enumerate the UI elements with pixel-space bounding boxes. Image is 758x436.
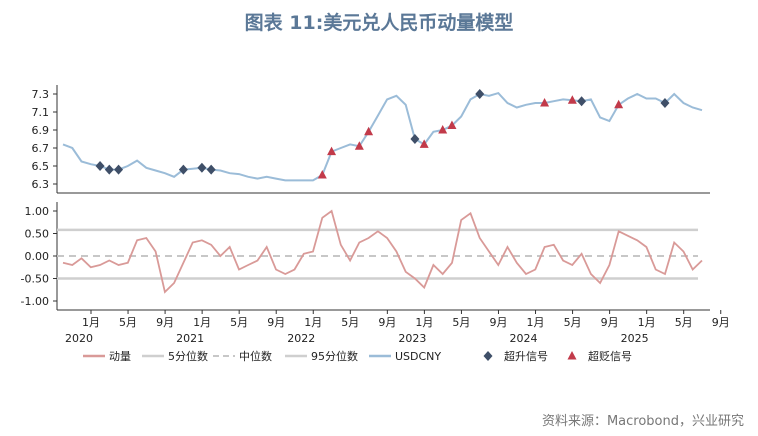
- bottom-y-tick-label: -1.00: [21, 295, 49, 308]
- bottom-y-tick-label: 0.50: [25, 228, 50, 241]
- x-year-label: 2022: [287, 332, 315, 345]
- legend-label: 95分位数: [311, 349, 358, 363]
- overshoot-signal-marker: [540, 98, 550, 107]
- bottom-y-tick-label: 1.00: [25, 205, 50, 218]
- overshoot-signal-marker: [567, 95, 577, 104]
- legend-swatch: [483, 351, 493, 361]
- x-month-label: 1月: [415, 316, 433, 329]
- x-axis: 1月 5月 9月 1月 5月 9月 1月 5月 9月 1月 5月 9月 1月 5月 9月 1月 5月 9月 2020…: [65, 310, 730, 345]
- upgrade-signal-marker: [178, 164, 188, 175]
- upgrade-signal-marker: [577, 96, 587, 107]
- legend-label: 中位数: [239, 349, 272, 363]
- top-y-tick-label: 6.9: [32, 124, 50, 137]
- top-y-tick-label: 6.5: [32, 160, 50, 173]
- legend-swatch: [567, 351, 577, 360]
- x-year-label: 2023: [398, 332, 426, 345]
- usdcny-series-line: [62, 91, 703, 182]
- upgrade-signal-marker: [104, 164, 114, 175]
- x-month-label: 1月: [638, 316, 656, 329]
- legend-label: 5分位数: [168, 349, 208, 363]
- legend-label: 超贬信号: [588, 349, 632, 363]
- x-month-label: 9月: [378, 316, 396, 329]
- upgrade-signal-marker: [660, 98, 670, 108]
- top-panel: 7.3 7.1 6.9 6.7 6.5 6.3: [32, 85, 710, 194]
- upgrade-signal-marker: [410, 134, 420, 144]
- x-month-label: 9月: [489, 316, 507, 329]
- x-month-label: 1月: [304, 316, 322, 329]
- overshoot-signal-marker: [447, 120, 457, 129]
- overshoot-signal-marker: [354, 141, 364, 150]
- upgrade-signal-marker: [197, 162, 207, 173]
- top-y-tick-label: 6.7: [32, 142, 50, 155]
- x-year-label: 2020: [65, 332, 93, 345]
- x-month-label: 9月: [601, 316, 619, 329]
- x-month-label: 5月: [230, 316, 248, 329]
- upgrade-signal-marker: [206, 164, 216, 175]
- bottom-y-tick-label: -0.50: [21, 273, 49, 286]
- x-month-label: 5月: [119, 316, 137, 329]
- chart-title: 图表 11:美元兑人民币动量模型: [244, 12, 514, 34]
- x-month-label: 5月: [341, 316, 359, 329]
- overshoot-signal-marker: [419, 139, 429, 148]
- momentum-series-line: [62, 209, 703, 294]
- x-month-label: 5月: [675, 316, 693, 329]
- x-month-label: 1月: [193, 316, 211, 329]
- x-month-label: 1月: [82, 316, 100, 329]
- legend-label: USDCNY: [395, 350, 441, 363]
- source-note: 资料来源：Macrobond，兴业研究: [541, 414, 744, 429]
- top-y-tick-label: 6.3: [32, 178, 50, 191]
- upgrade-signal-marker: [95, 161, 105, 171]
- legend-label: 动量: [109, 350, 131, 363]
- legend-label: 超升信号: [504, 349, 548, 363]
- x-year-label: 2021: [176, 332, 204, 345]
- x-month-label: 5月: [564, 316, 582, 329]
- overshoot-signal-marker: [614, 99, 624, 109]
- x-month-label: 9月: [267, 316, 285, 329]
- x-year-label: 2024: [510, 332, 538, 345]
- legend: 动量 5分位数 中位数 95分位数 USDCNY 超升信号 超贬信号: [83, 349, 632, 363]
- overshoot-signal-marker: [327, 146, 337, 156]
- bottom-y-tick-label: 0.00: [25, 250, 50, 263]
- upgrade-signal-marker: [475, 89, 485, 99]
- overshoot-signal-marker: [364, 126, 374, 136]
- top-y-tick-label: 7.1: [32, 106, 50, 119]
- x-month-label: 9月: [156, 316, 174, 329]
- x-year-label: 2025: [621, 332, 649, 345]
- x-month-label: 1月: [527, 316, 545, 329]
- bottom-panel: 1.00 0.50 0.00 -0.50 -1.00: [21, 202, 710, 311]
- x-month-label: 9月: [712, 316, 730, 329]
- x-month-label: 5月: [452, 316, 470, 329]
- overshoot-signal-marker: [438, 125, 448, 134]
- overshoot-signal-marker: [317, 170, 327, 179]
- upgrade-signal-marker: [114, 164, 124, 175]
- top-y-tick-label: 7.3: [32, 88, 50, 101]
